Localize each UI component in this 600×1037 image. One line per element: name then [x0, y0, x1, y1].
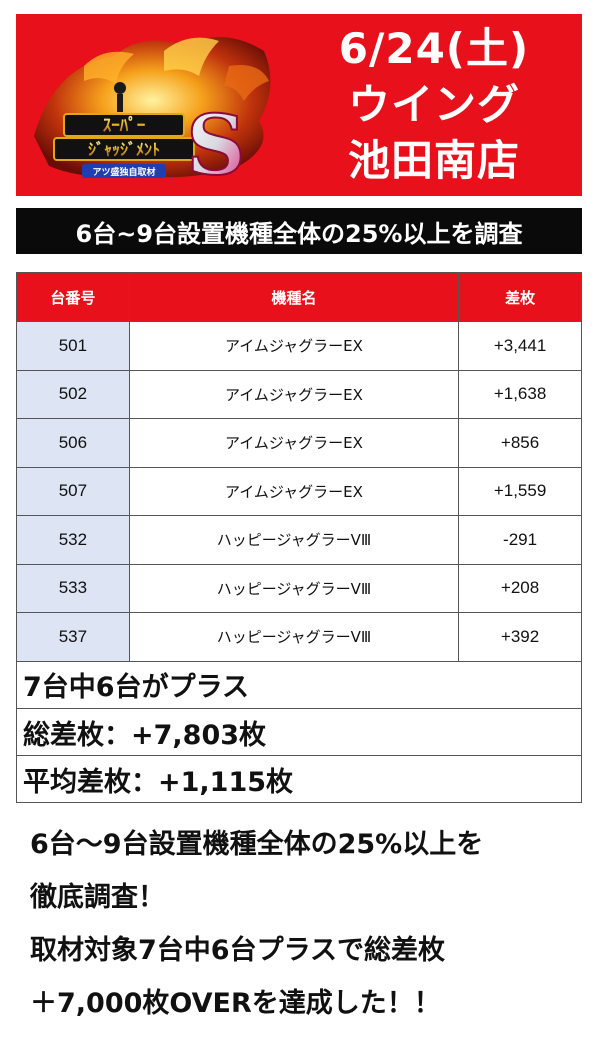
model-name: アイムジャグラーEX	[128, 418, 460, 468]
model-name: ハッピージャグラーVⅢ	[128, 563, 460, 613]
table-row: 533 ハッピージャグラーVⅢ +208	[16, 563, 582, 613]
model-name: アイムジャグラーEX	[128, 466, 460, 516]
description-line: ＋7,000枚OVERを達成した！！	[30, 988, 441, 1019]
total-diff-text: 総差枚：+7,803枚	[17, 708, 581, 755]
diff-value: -291	[458, 515, 582, 565]
description-line: 6台～9台設置機種全体の25%以上を	[30, 829, 484, 860]
average-diff-text: 平均差枚：+1,115枚	[17, 755, 581, 802]
machine-number: 532	[16, 515, 130, 565]
diff-value: +1,638	[458, 369, 582, 419]
machine-number: 533	[16, 563, 130, 613]
machine-number: 501	[16, 321, 130, 371]
description-line: 徹底調査！	[30, 882, 165, 913]
table-row: 502 アイムジャグラーEX +1,638	[16, 369, 582, 419]
table-row: 537 ハッピージャグラーVⅢ +392	[16, 612, 582, 662]
description: 6台～9台設置機種全体の25%以上を 徹底調査！ 取材対象7台中6台プラスで総差…	[30, 818, 590, 1030]
logo-s-letter: S	[186, 98, 245, 188]
machine-number: 537	[16, 612, 130, 662]
subtitle-bar: 6台~9台設置機種全体の25%以上を調査	[16, 208, 582, 254]
logo-badge: アツ盛独自取材	[92, 166, 155, 178]
diff-value: +856	[458, 418, 582, 468]
date-label: 6/24(土)	[338, 24, 530, 73]
header-machine-number: 台番号	[16, 272, 130, 322]
description-line: 取材対象7台中6台プラスで総差枚	[30, 935, 446, 966]
logo-title-line1: ｽｰﾊﾟｰ	[103, 115, 146, 136]
plus-count-text: 7台中6台がプラス	[23, 672, 250, 703]
diff-value: +3,441	[458, 321, 582, 371]
model-name: アイムジャグラーEX	[128, 321, 460, 371]
header-diff: 差枚	[458, 272, 582, 322]
diff-value: +208	[458, 563, 582, 613]
model-name: ハッピージャグラーVⅢ	[128, 515, 460, 565]
table-row: 501 アイムジャグラーEX +3,441	[16, 321, 582, 371]
header-model-name: 機種名	[128, 272, 460, 322]
store-name-line1: ウイング	[347, 80, 520, 129]
diff-value: +392	[458, 612, 582, 662]
logo-graphic: ｽｰﾊﾟｰ ｼﾞｬｯｼﾞﾒﾝﾄ アツ盛独自取材 S	[34, 37, 271, 195]
machine-number: 507	[16, 466, 130, 516]
header-text: 6/24(土) ウイング 池田南店	[286, 14, 582, 196]
table-header-row: 台番号 機種名 差枚	[16, 272, 582, 322]
summary-box: 7台中6台がプラス 総差枚：+7,803枚 平均差枚：+1,115枚	[16, 661, 582, 803]
table-row: 507 アイムジャグラーEX +1,559	[16, 466, 582, 516]
model-name: ハッピージャグラーVⅢ	[128, 612, 460, 662]
table-row: 532 ハッピージャグラーVⅢ -291	[16, 515, 582, 565]
diff-value: +1,559	[458, 466, 582, 516]
model-name: アイムジャグラーEX	[128, 369, 460, 419]
header-banner: ｽｰﾊﾟｰ ｼﾞｬｯｼﾞﾒﾝﾄ アツ盛独自取材 S 6/24(土) ウイング 池…	[16, 14, 582, 196]
machine-number: 506	[16, 418, 130, 468]
table-row: 506 アイムジャグラーEX +856	[16, 418, 582, 468]
store-name-line2: 池田南店	[347, 136, 520, 185]
logo: ｽｰﾊﾟｰ ｼﾞｬｯｼﾞﾒﾝﾄ アツ盛独自取材 S	[24, 26, 286, 195]
machine-number: 502	[16, 369, 130, 419]
logo-title-line2: ｼﾞｬｯｼﾞﾒﾝﾄ	[88, 140, 160, 159]
results-table: 台番号 機種名 差枚 501 アイムジャグラーEX +3,441 502 アイム…	[16, 272, 582, 662]
